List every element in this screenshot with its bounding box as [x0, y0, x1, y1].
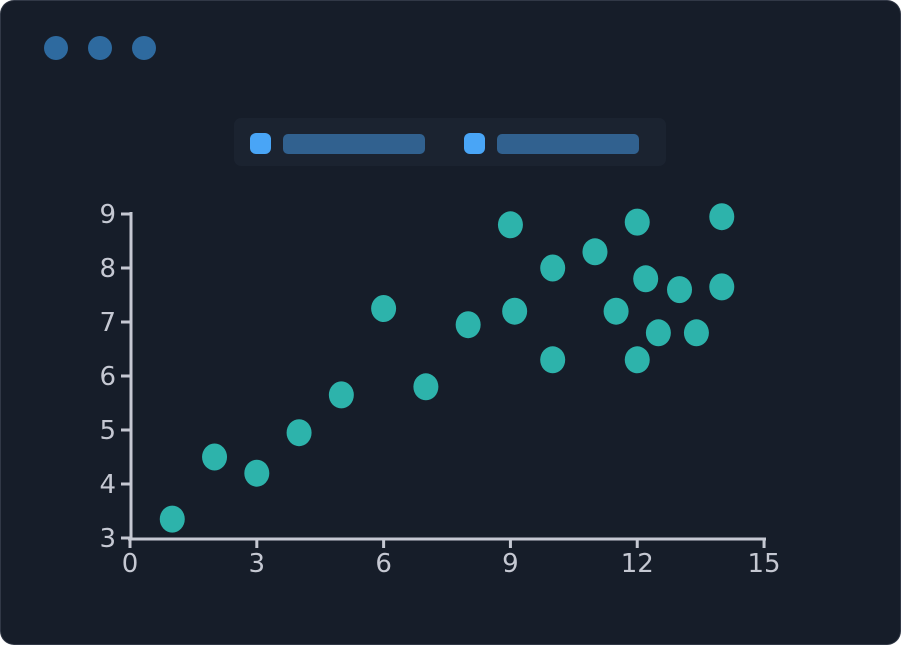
- x-tick-label: 9: [502, 549, 519, 579]
- scatter-point: [413, 373, 439, 401]
- scatter-point: [455, 311, 481, 339]
- scatter-point: [645, 319, 671, 347]
- scatter-point: [709, 203, 735, 231]
- scatter-point: [582, 238, 608, 266]
- legend-item-2[interactable]: [464, 133, 639, 154]
- scatter-point: [667, 276, 693, 304]
- chart-legend: [234, 118, 666, 166]
- y-tick-label: 5: [99, 416, 116, 446]
- y-tick-label: 9: [99, 200, 116, 230]
- scatter-point: [540, 346, 566, 374]
- x-tick-label: 15: [748, 549, 781, 579]
- legend-swatch-icon: [464, 133, 485, 154]
- legend-item-1[interactable]: [250, 133, 425, 154]
- scatter-point: [497, 211, 523, 239]
- scatter-point: [371, 295, 397, 322]
- legend-label-bar: [283, 133, 425, 154]
- window-control-dot[interactable]: [132, 36, 156, 60]
- scatter-point: [709, 273, 735, 301]
- x-tick-label: 0: [122, 549, 139, 579]
- scatter-point: [540, 254, 566, 282]
- x-tick-label: 12: [621, 549, 654, 579]
- scatter-point: [624, 346, 650, 374]
- window-control-dot[interactable]: [44, 36, 68, 60]
- scatter-point: [683, 319, 709, 347]
- legend-label-bar: [497, 133, 639, 154]
- x-tick-label: 3: [249, 549, 266, 579]
- scatter-point: [286, 419, 312, 447]
- legend-swatch-icon: [250, 133, 271, 154]
- x-tick-label: 6: [375, 549, 392, 579]
- scatter-point: [328, 381, 354, 409]
- scatter-point: [159, 505, 185, 533]
- y-tick-label: 7: [99, 308, 116, 338]
- scatter-point: [603, 297, 629, 325]
- y-tick-label: 8: [99, 254, 116, 284]
- window-controls: [44, 36, 156, 60]
- window-control-dot[interactable]: [88, 36, 112, 60]
- scatter-point: [202, 443, 228, 471]
- scatter-point: [633, 265, 659, 293]
- y-tick-label: 4: [99, 470, 116, 500]
- scatter-point: [502, 297, 528, 325]
- scatter-point: [624, 208, 650, 236]
- y-tick-label: 6: [99, 362, 116, 392]
- scatter-point: [244, 459, 270, 487]
- y-tick-label: 3: [99, 524, 116, 554]
